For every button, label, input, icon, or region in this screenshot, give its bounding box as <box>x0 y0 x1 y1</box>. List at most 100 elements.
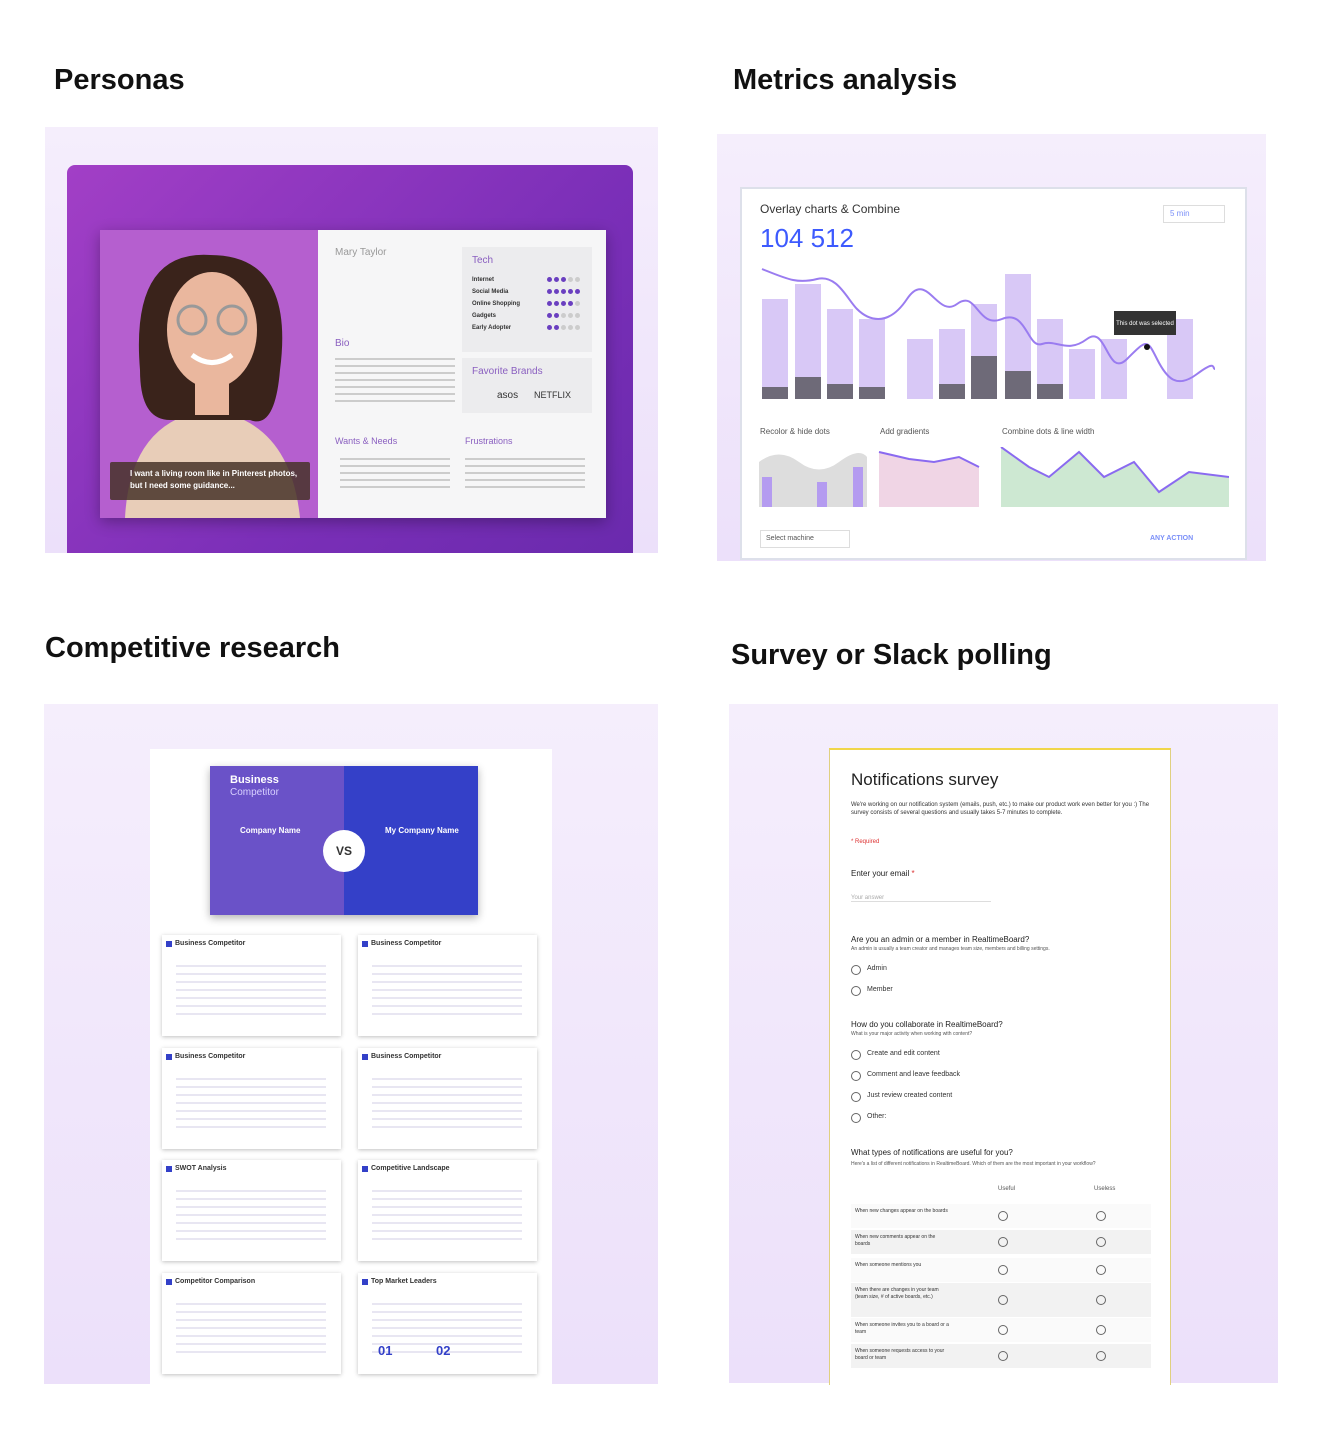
radio[interactable] <box>998 1237 1008 1247</box>
radio[interactable] <box>1096 1325 1106 1335</box>
vs-badge: VS <box>323 830 365 872</box>
mini-title: Recolor & hide dots <box>760 427 830 436</box>
row-label: When someone mentions you <box>855 1262 922 1268</box>
slide-title: Business Competitor <box>175 1052 246 1060</box>
slide-body <box>372 1077 522 1133</box>
heading: Survey or Slack polling <box>731 639 1052 671</box>
action[interactable]: ANY ACTION <box>1150 535 1194 542</box>
radio[interactable] <box>998 1351 1008 1361</box>
radio[interactable] <box>1096 1351 1106 1361</box>
rating-dot <box>547 313 552 318</box>
question-desc: What is your major activity when working… <box>851 1031 973 1037</box>
radio[interactable] <box>1096 1295 1106 1305</box>
question-desc: Here's a list of different notifications… <box>851 1161 1096 1167</box>
mini-title: Combine dots & line width <box>1002 427 1095 436</box>
rating <box>547 313 587 319</box>
option: Member <box>867 986 893 993</box>
machine-select[interactable]: Select machine <box>760 530 850 548</box>
intro: We're working on our notification system… <box>851 802 1150 816</box>
radio[interactable] <box>851 1071 861 1081</box>
slide-title: SWOT Analysis <box>175 1165 227 1172</box>
radio[interactable] <box>851 1113 861 1123</box>
rating-dot <box>554 301 559 306</box>
radio[interactable] <box>851 1092 861 1102</box>
heading: Metrics analysis <box>733 64 958 96</box>
survey-form: Notifications survey We're working on ou… <box>829 748 1171 1385</box>
rating-dot <box>561 301 566 306</box>
rating <box>547 325 587 331</box>
slide-body <box>372 1302 522 1358</box>
required-mark: * <box>911 869 915 878</box>
metrics-card: Overlay charts & Combine 104 512 5 min T… <box>740 187 1247 560</box>
slide-title: Business Competitor <box>371 1052 442 1060</box>
section-title: Frustrations <box>465 436 513 446</box>
slide-icon <box>362 1053 368 1060</box>
mini-chart-shapes <box>759 447 1229 507</box>
radio[interactable] <box>851 1050 861 1060</box>
row-label: When there are changes in your team (tea… <box>855 1287 939 1300</box>
interval-select[interactable]: 5 min <box>1163 205 1225 223</box>
question: Are you an admin or a member in Realtime… <box>851 935 1030 944</box>
total: 104 512 <box>760 223 854 253</box>
radio[interactable] <box>998 1325 1008 1335</box>
question: What types of notifications are useful f… <box>851 1148 1013 1157</box>
rating-dot <box>547 277 552 282</box>
heading: Competitive research <box>45 632 340 664</box>
slide: Business Competitor <box>358 1047 537 1149</box>
option: Just review created content <box>867 1092 953 1099</box>
radio[interactable] <box>998 1211 1008 1221</box>
radio[interactable] <box>998 1295 1008 1305</box>
option: Comment and leave feedback <box>867 1071 960 1078</box>
question-desc: An admin is usually a team creator and m… <box>851 946 1050 952</box>
radio[interactable] <box>1096 1265 1106 1275</box>
row-label: When someone requests access to your boa… <box>855 1348 945 1361</box>
section-title: Favorite Brands <box>472 366 543 377</box>
rating-dot <box>575 289 580 294</box>
slide-icon <box>362 1166 368 1172</box>
slide-icon <box>362 941 368 947</box>
rating-dot <box>547 325 552 330</box>
radio[interactable] <box>1096 1237 1106 1247</box>
question-text: Enter your email <box>851 869 910 878</box>
rating-dot <box>561 313 566 318</box>
quote: I want a living room like in Pinterest p… <box>130 469 298 490</box>
column-header: Useless <box>1094 1186 1116 1192</box>
main-chart: This dot was selected <box>761 268 1216 399</box>
tooltip: This dot was selected <box>1116 321 1174 327</box>
tech-item: Online Shopping <box>472 301 520 307</box>
option: Create and edit content <box>867 1050 940 1057</box>
section-title: Tech <box>472 255 494 266</box>
option: Admin <box>867 965 887 972</box>
slide-body <box>372 1190 522 1245</box>
row-label: When new comments appear on the boards <box>855 1234 936 1247</box>
slide-title: Top Market Leaders <box>371 1277 437 1285</box>
rank: 01 <box>378 1342 393 1358</box>
radio[interactable] <box>1096 1211 1106 1221</box>
chart-title: Overlay charts & Combine <box>760 202 901 216</box>
slide-title: Competitor Comparison <box>175 1277 256 1285</box>
radio[interactable] <box>851 986 861 996</box>
persona-sheet: I want a living room like in Pinterest p… <box>100 230 606 518</box>
rating-dot <box>554 277 559 282</box>
slide: SWOT Analysis <box>162 1160 341 1261</box>
slide: Top Market Leaders 01 02 <box>358 1272 537 1374</box>
wants-text <box>340 458 450 493</box>
rating-dot <box>568 277 573 282</box>
rating-dot <box>575 277 580 282</box>
radio[interactable] <box>851 965 861 975</box>
frustrations-text <box>465 458 585 493</box>
vs: VS <box>335 844 352 858</box>
rating-dot <box>568 301 573 306</box>
radio[interactable] <box>998 1265 1008 1275</box>
slide: Business Competitor <box>162 935 341 1036</box>
tech-box: Tech Internet Social Media Online Shopping… <box>462 247 592 352</box>
cover-subtitle: Competitor <box>230 787 279 798</box>
slide-body <box>372 965 522 1020</box>
option: Other: <box>867 1113 887 1120</box>
slides-doc: Business Competitor Company Name My Comp… <box>150 749 552 1384</box>
question: Enter your email * <box>851 869 915 878</box>
rating-dot <box>561 325 566 330</box>
answer-input[interactable]: Your answer <box>851 895 991 902</box>
slide-body <box>176 1190 326 1245</box>
